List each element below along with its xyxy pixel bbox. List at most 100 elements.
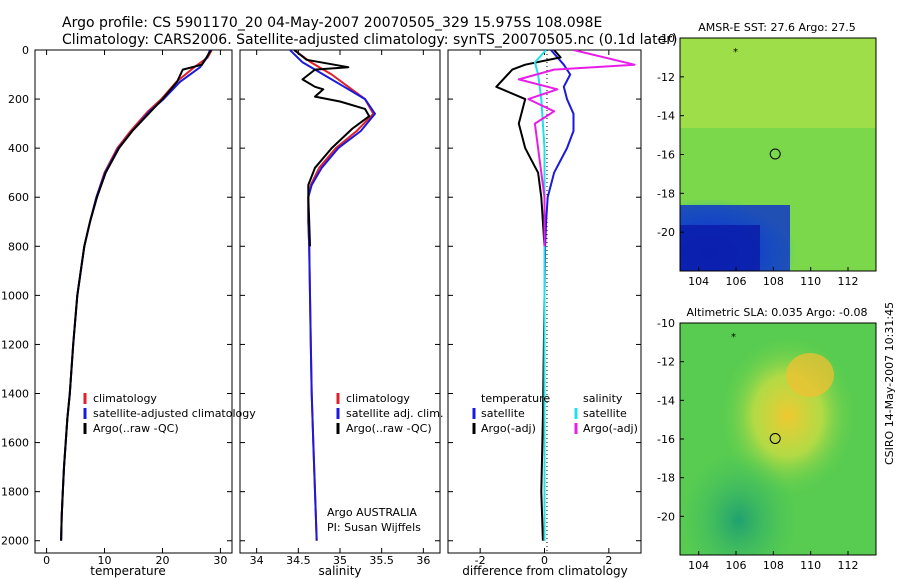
y-tick-label: 1600 [1,437,29,450]
x-tick-label: 34 [250,554,264,567]
sst-map-panel: AMSR-E SST: 27.6 Argo: 27.5 * 104 106 108 1… [657,21,877,288]
map-x-tick-label: 106 [726,275,747,288]
temperature-lines [60,50,213,541]
pi-note: PI: Susan Wijffels [327,521,421,534]
map-y-tick-label: -10 [657,32,675,45]
legend-label: Argo(..raw -QC) [93,422,179,435]
map-x-tick-label: 104 [688,559,709,572]
sla-map-title: Altimetric SLA: 0.035 Argo: -0.08 [687,306,868,319]
x-tick-label: 35 [333,554,347,567]
series-line [293,50,371,247]
map-x-tick-label: 108 [763,275,784,288]
x-tick-label: 0 [43,554,50,567]
sla-map-panel: Altimetric SLA: 0.035 Argo: -0.08 * 104 1… [657,306,877,572]
x-tick-label: 10 [98,554,112,567]
series-line [517,50,636,247]
legend-label: satellite adj. clim. [346,407,443,420]
series-line [533,50,547,541]
sst-map-ticks: 104 106 108 110 112 -10 -12 -14 -16 -18 -20 [657,32,858,288]
y-tick-label: 1800 [1,486,29,499]
legend-header-salinity: salinity [583,392,623,405]
figure-title-line2: Climatology: CARS2006. Satellite-adjuste… [62,32,677,48]
y-tick-label: 200 [8,93,29,106]
sst-map-title: AMSR-E SST: 27.6 Argo: 27.5 [698,21,856,34]
map-y-tick-label: -10 [657,317,675,330]
sla-map-low [680,323,876,555]
map-x-tick-label: 104 [688,275,709,288]
x-tick-label: -2 [475,554,486,567]
series-line [60,50,212,541]
figure-title-line1: Argo profile: CS 5901170_20 04-May-2007 … [62,15,602,31]
map-y-tick-label: -16 [657,433,675,446]
sst-argo-marker [769,148,781,160]
x-tick-label: 30 [213,554,227,567]
sla-map-peak [786,353,834,397]
legend-label: Argo(..raw -QC) [346,422,432,435]
temperature-axes [34,49,233,554]
sla-star-marker: * [731,332,736,343]
y-tick-label: 600 [8,191,29,204]
series-line [60,50,213,541]
y-tick-label: 800 [8,240,29,253]
sla-argo-marker [769,433,781,444]
difference-panel: -2 0 2 difference from climatology tempera… [447,49,642,578]
legend-header-temperature: temperature [481,392,550,405]
legend-label: climatology [346,392,410,405]
y-tick-label: 0 [22,44,29,57]
y-tick-label: 400 [8,142,29,155]
x-tick-label: 34.5 [286,554,311,567]
salinity-panel: 34 34.5 35 35.5 36 salinity climatology satel… [239,49,443,578]
y-tick-label: 1400 [1,388,29,401]
map-x-tick-label: 108 [763,559,784,572]
legend-label: satellite [481,407,525,420]
map-x-tick-label: 110 [800,559,821,572]
sst-map-coldest [680,225,760,271]
map-x-tick-label: 110 [800,275,821,288]
salinity-ticks: 34 34.5 35 35.5 36 [240,49,440,567]
map-x-tick-label: 106 [726,559,747,572]
series-line [60,50,211,541]
difference-lines [495,50,636,541]
map-y-tick-label: -16 [657,149,675,162]
difference-legend: temperature salinity satellite Argo(-adj) sa… [472,392,638,435]
y-tick-label: 1200 [1,338,29,351]
difference-xlabel: difference from climatology [462,564,628,578]
sst-star-marker: * [733,47,738,58]
map-y-tick-label: -12 [657,71,675,84]
series-line [495,50,562,541]
legend-label: Argo(-adj) [583,422,638,435]
temperature-ticks: 0 10 20 30 0 200 400 600 800 1000 1200 1400 1600 1800… [1,44,232,567]
salinity-xlabel: salinity [318,564,361,578]
x-tick-label: 2 [605,554,612,567]
temperature-legend: climatology satellite-adjusted climatolog… [83,392,256,435]
sst-map-warm-band [680,38,876,128]
map-y-tick-label: -14 [657,110,675,123]
y-tick-label: 2000 [1,535,29,548]
x-tick-label: 36 [416,554,430,567]
legend-label: climatology [93,392,157,405]
salinity-legend: climatology satellite adj. clim. Argo(..ra… [336,392,443,435]
map-y-tick-label: -20 [657,226,675,239]
map-y-tick-label: -18 [657,187,675,200]
legend-label: satellite-adjusted climatology [93,407,256,420]
difference-ticks: -2 0 2 [448,49,641,567]
map-y-tick-label: -12 [657,356,675,369]
salinity-lines [289,50,376,541]
map-y-tick-label: -18 [657,472,675,485]
temperature-panel: 0 10 20 30 0 200 400 600 800 1000 1200 1400 1600 1800… [1,44,256,578]
x-tick-label: 20 [155,554,169,567]
y-tick-label: 1000 [1,289,29,302]
temperature-xlabel: temperature [90,564,165,578]
sla-map-ticks: 104 106 108 110 112 -10 -12 -14 -16 -18 -20 [657,317,858,572]
map-x-tick-label: 112 [838,559,859,572]
x-tick-label: 0 [541,554,548,567]
map-x-tick-label: 112 [838,275,859,288]
argo-australia-note: Argo AUSTRALIA [327,506,417,519]
map-y-tick-label: -14 [657,394,675,407]
series-line [289,50,376,541]
legend-label: satellite [583,407,627,420]
csiro-stamp: CSIRO 14-May-2007 10:31:45 [883,302,896,465]
series-line [293,50,375,541]
x-tick-label: 35.5 [369,554,394,567]
